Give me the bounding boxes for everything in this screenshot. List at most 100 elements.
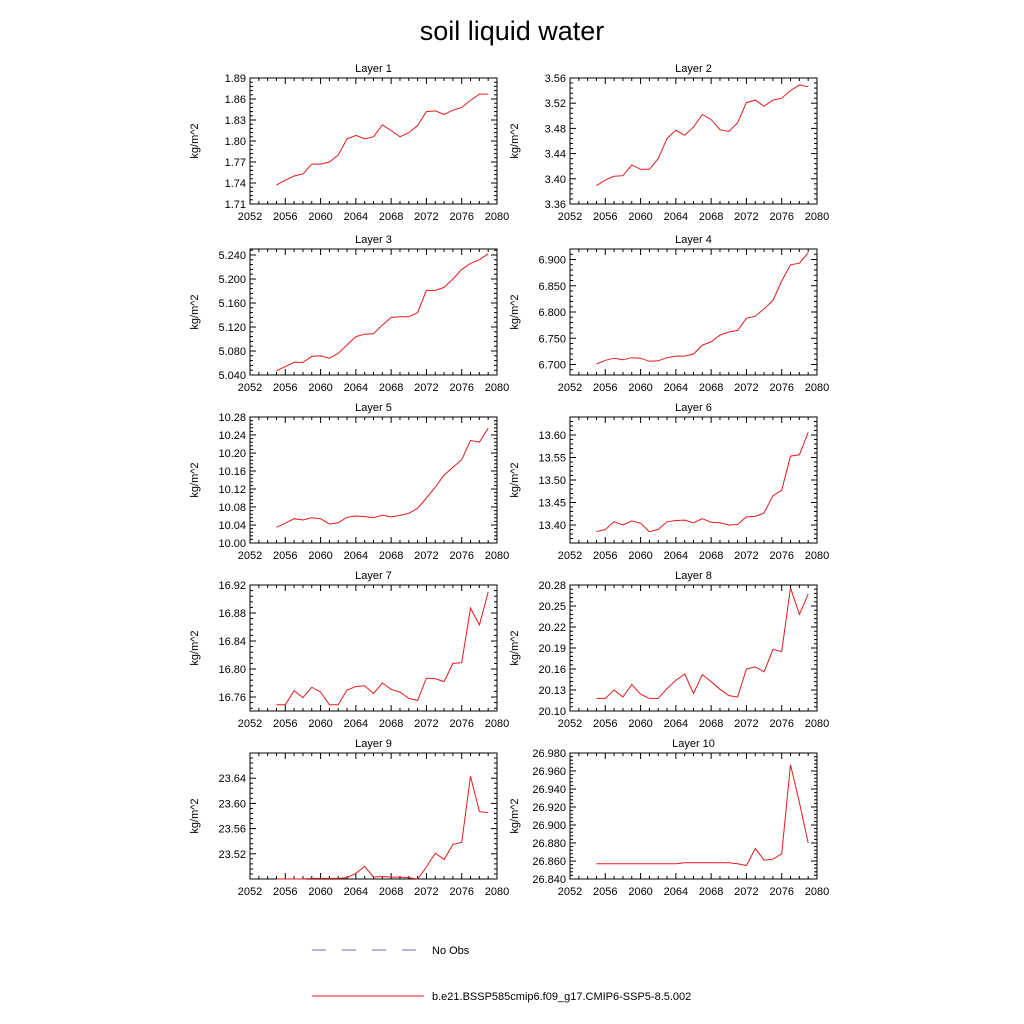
x-tick-label: 2060 [308, 886, 332, 898]
x-tick-label: 2068 [379, 886, 403, 898]
x-tick-label: 2080 [485, 382, 509, 394]
y-tick-label: 20.28 [538, 580, 566, 592]
figure-title: soil liquid water [420, 16, 605, 46]
plot-frame [249, 752, 498, 880]
y-tick-label: 16.84 [218, 636, 246, 648]
panel-title: Layer 8 [675, 570, 712, 582]
y-tick-label: 3.56 [545, 73, 566, 85]
y-tick-label: 1.83 [225, 115, 246, 127]
y-tick-label: 23.56 [218, 824, 246, 836]
series-line-1 [276, 93, 489, 186]
x-tick-label: 2056 [273, 718, 297, 730]
x-tick-label: 2052 [558, 886, 582, 898]
y-tick-label: 16.80 [218, 664, 246, 676]
y-tick-label: 20.22 [538, 622, 566, 634]
y-tick-label: 3.40 [545, 174, 566, 186]
plot-frame [249, 584, 498, 712]
x-tick-label: 2072 [734, 886, 758, 898]
y-tick-label: 26.900 [532, 820, 566, 832]
x-tick-label: 2068 [699, 211, 723, 223]
y-tick-label: 5.240 [218, 250, 246, 262]
x-tick-label: 2072 [414, 211, 438, 223]
panel-title: Layer 5 [355, 402, 392, 414]
series-line-1 [596, 252, 809, 365]
y-tick-label: 16.76 [218, 692, 246, 704]
y-tick-label: 13.40 [538, 520, 566, 532]
x-tick-label: 2064 [344, 886, 368, 898]
x-tick-label: 2080 [805, 718, 829, 730]
x-tick-label: 2076 [449, 382, 473, 394]
plot-frame [569, 584, 818, 712]
panel-layer-6: Layer 6 2052 2056 2060 2064 2068 2072 2076 2080 1… [509, 402, 829, 562]
x-tick-label: 2076 [449, 211, 473, 223]
series-line-1 [276, 776, 489, 880]
x-tick-label: 2064 [664, 211, 688, 223]
y-tick-label: 23.52 [218, 849, 246, 861]
panel-layer-3: Layer 3 2052 2056 2060 2064 2068 2072 2076 2080 5… [189, 234, 509, 394]
x-tick-label: 2056 [273, 886, 297, 898]
panel-title: Layer 7 [355, 570, 392, 582]
x-tick-label: 2052 [238, 886, 262, 898]
x-tick-label: 2068 [699, 382, 723, 394]
y-axis-label: kg/m^2 [189, 630, 201, 665]
x-tick-label: 2076 [449, 886, 473, 898]
y-tick-label: 10.08 [218, 502, 246, 514]
x-tick-label: 2060 [308, 550, 332, 562]
x-tick-label: 2080 [805, 211, 829, 223]
x-tick-label: 2080 [485, 886, 509, 898]
y-tick-label: 23.64 [218, 773, 246, 785]
plot-frame [569, 752, 818, 880]
y-tick-label: 20.25 [538, 601, 566, 613]
x-tick-label: 2060 [628, 211, 652, 223]
x-tick-label: 2068 [699, 886, 723, 898]
y-tick-label: 5.080 [218, 346, 246, 358]
x-tick-label: 2064 [344, 382, 368, 394]
panel-title: Layer 4 [675, 234, 712, 246]
y-tick-label: 20.13 [538, 685, 566, 697]
plot-frame [569, 77, 818, 205]
x-tick-label: 2072 [734, 550, 758, 562]
x-tick-label: 2056 [593, 718, 617, 730]
panel-title: Layer 9 [355, 738, 392, 750]
plot-frame [569, 248, 818, 376]
y-tick-label: 6.750 [538, 333, 566, 345]
y-tick-label: 3.44 [545, 149, 566, 161]
y-axis-label: kg/m^2 [509, 123, 521, 158]
y-tick-label: 6.800 [538, 307, 566, 319]
x-tick-label: 2060 [308, 382, 332, 394]
x-tick-label: 2064 [664, 886, 688, 898]
y-tick-label: 10.00 [218, 538, 246, 550]
x-tick-label: 2052 [558, 550, 582, 562]
x-tick-label: 2064 [664, 718, 688, 730]
x-tick-label: 2052 [238, 718, 262, 730]
x-tick-label: 2076 [769, 211, 793, 223]
y-tick-label: 16.88 [218, 608, 246, 620]
panel-title: Layer 2 [675, 63, 712, 75]
x-tick-label: 2064 [664, 550, 688, 562]
y-tick-label: 26.880 [532, 838, 566, 850]
y-tick-label: 10.04 [218, 520, 246, 532]
y-axis-label: kg/m^2 [509, 462, 521, 497]
y-tick-label: 20.10 [538, 706, 566, 718]
x-tick-label: 2052 [238, 382, 262, 394]
x-tick-label: 2060 [308, 211, 332, 223]
x-tick-label: 2060 [628, 382, 652, 394]
x-tick-label: 2056 [593, 382, 617, 394]
x-tick-label: 2052 [238, 550, 262, 562]
plot-frame [569, 416, 818, 544]
y-axis-label: kg/m^2 [189, 123, 201, 158]
y-axis-label: kg/m^2 [509, 798, 521, 833]
y-tick-label: 26.960 [532, 766, 566, 778]
y-tick-label: 13.50 [538, 475, 566, 487]
x-tick-label: 2064 [344, 718, 368, 730]
y-tick-label: 20.16 [538, 664, 566, 676]
y-tick-label: 6.700 [538, 360, 566, 372]
x-tick-label: 2072 [414, 550, 438, 562]
x-tick-label: 2060 [308, 718, 332, 730]
x-tick-label: 2068 [379, 211, 403, 223]
y-tick-label: 13.45 [538, 498, 566, 510]
y-tick-label: 26.860 [532, 856, 566, 868]
panel-layer-10: Layer 10 2052 2056 2060 2064 2068 2072 2076 2080… [509, 738, 829, 898]
y-tick-label: 6.850 [538, 281, 566, 293]
